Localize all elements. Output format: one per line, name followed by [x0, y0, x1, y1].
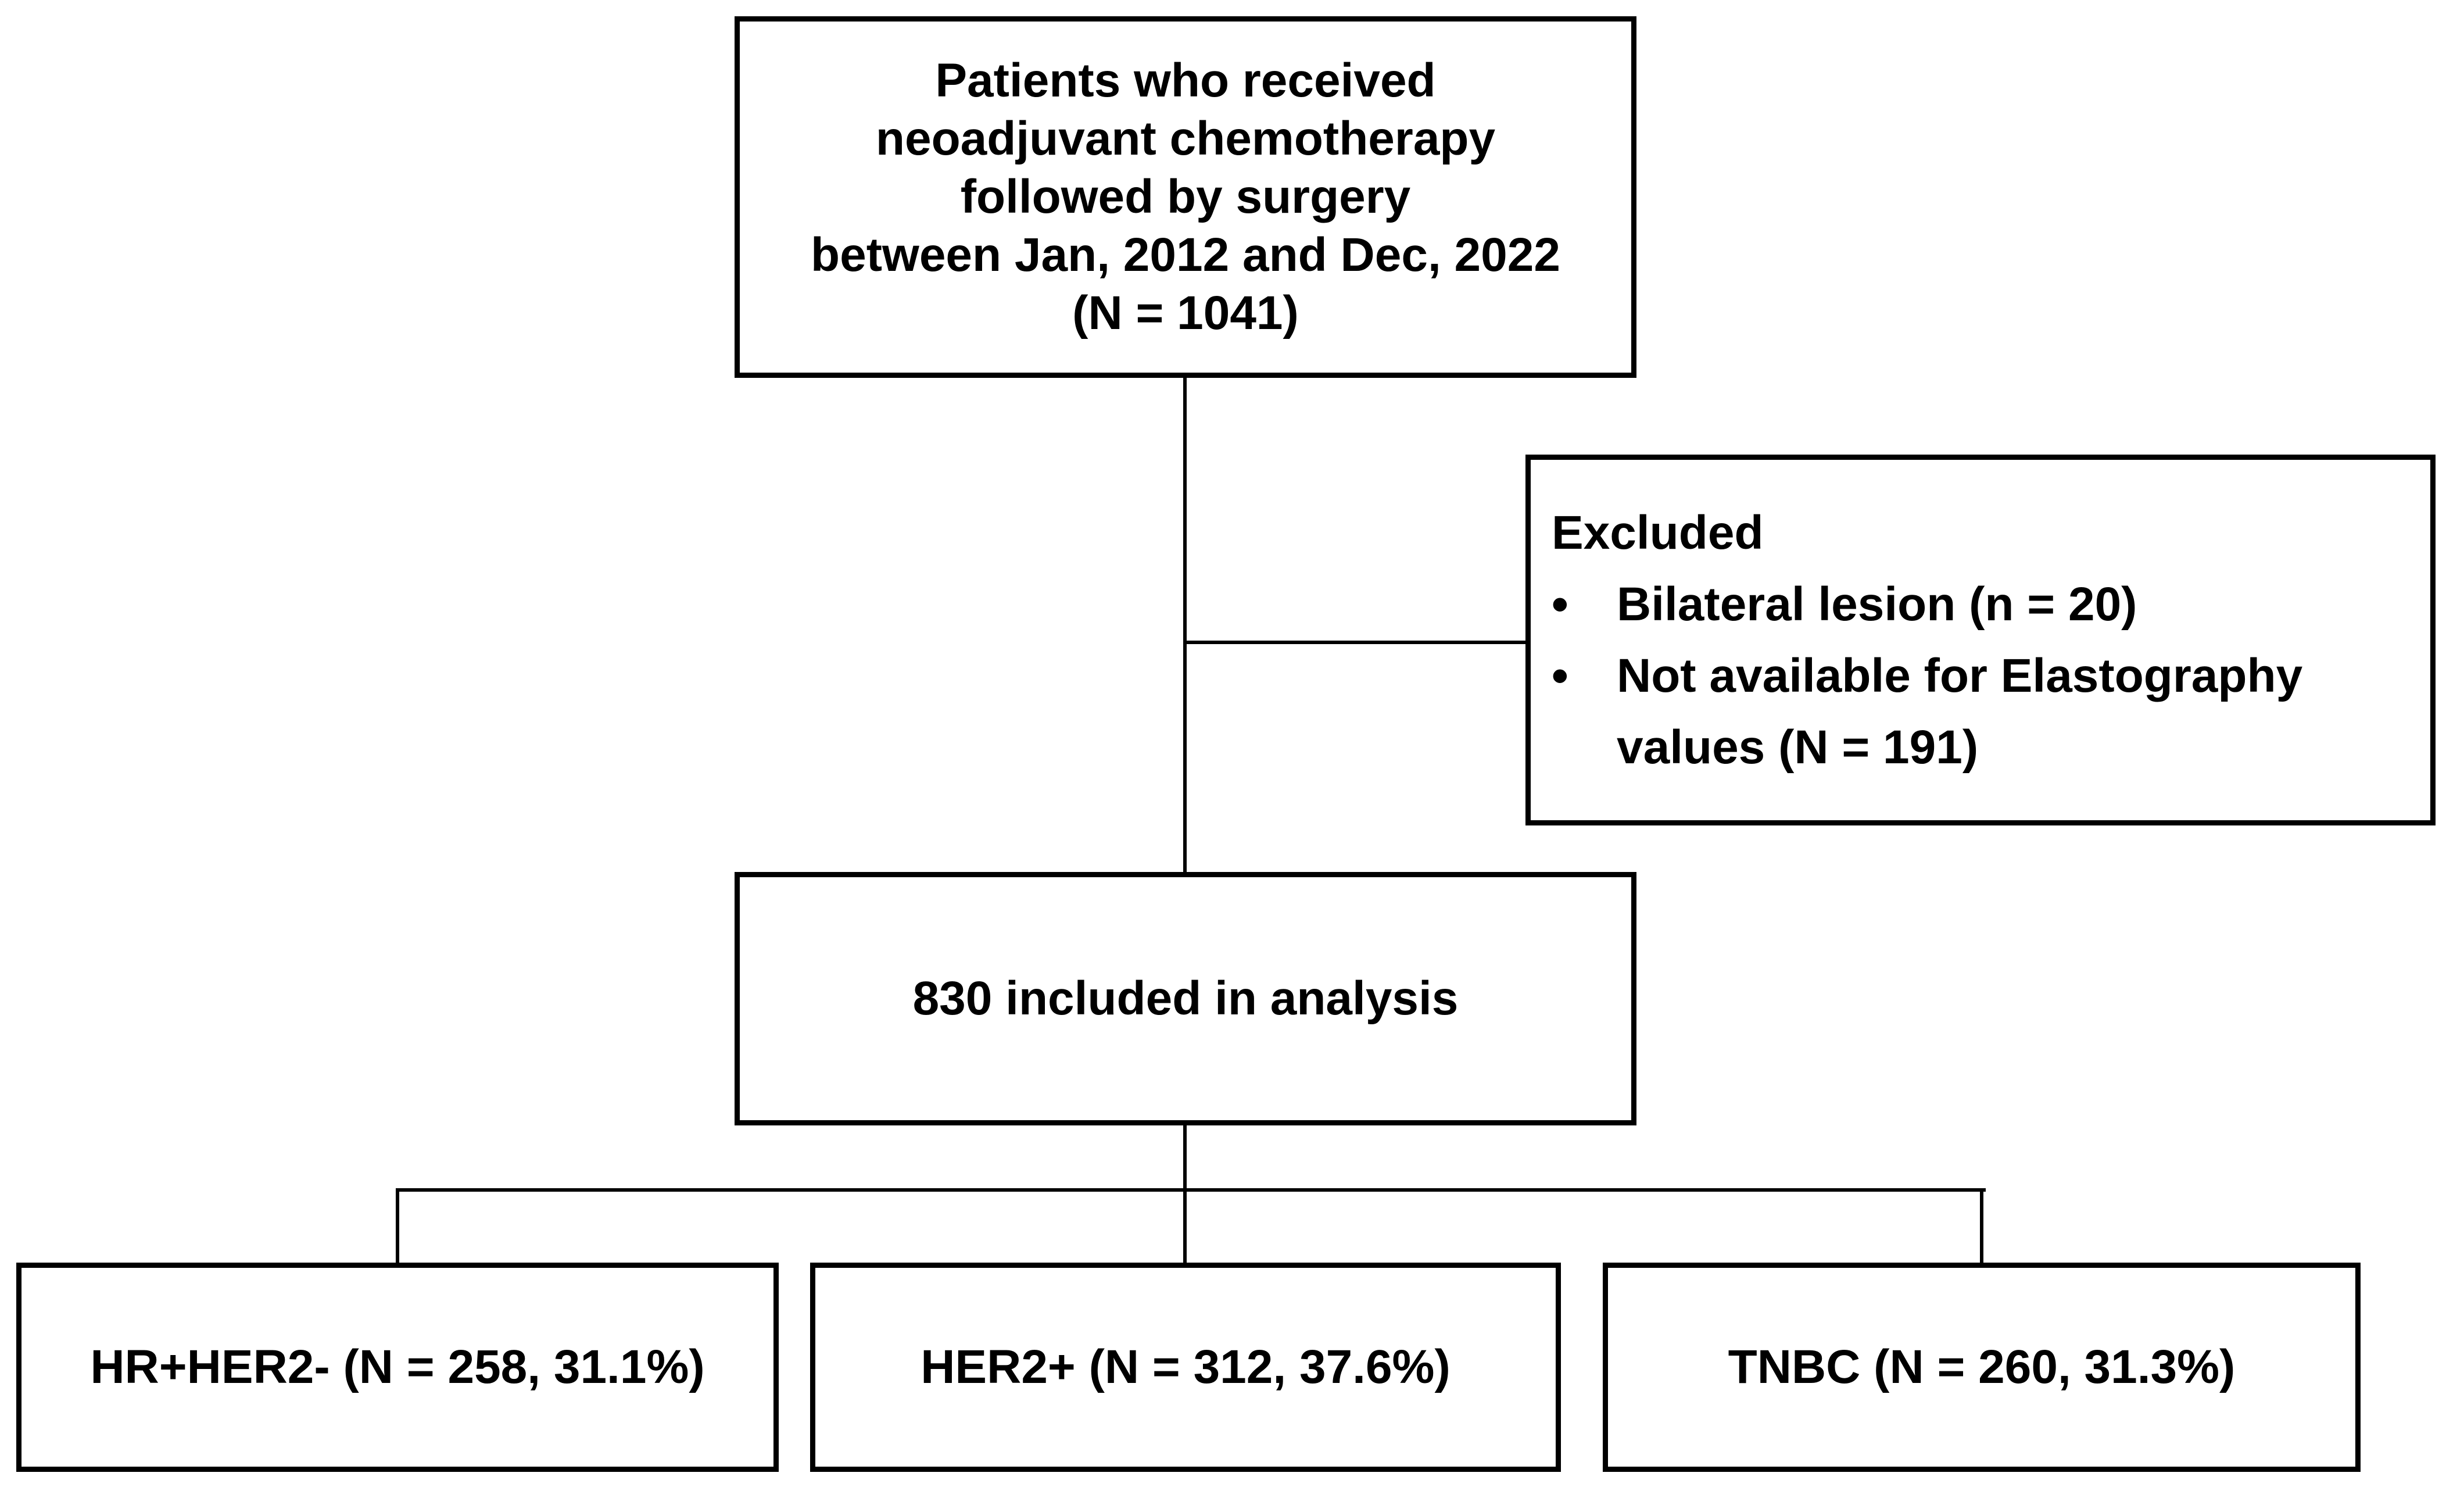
enrollment-box: Patients who received neoadjuvant chemot… [735, 16, 1636, 378]
excluded-box: Excluded • Bilateral lesion (n = 20) • N… [1525, 455, 2436, 825]
connector-enrollment-to-included [1183, 378, 1187, 872]
subtype-box-tnbc: TNBC (N = 260, 31.3%) [1603, 1263, 2361, 1472]
excluded-title: Excluded [1552, 506, 1764, 559]
subtype-tnbc-label: TNBC (N = 260, 31.3%) [1728, 1341, 2236, 1393]
enrollment-text: Patients who received neoadjuvant chemot… [811, 53, 1560, 340]
bullet-icon: • [1552, 649, 1568, 702]
subtype-her2pos-label: HER2+ (N = 312, 37.6%) [921, 1341, 1451, 1393]
excluded-item-bilateral-text: Bilateral lesion (n = 20) [1617, 578, 2137, 631]
connector-drop-hr-her2neg [396, 1188, 399, 1264]
subtype-box-her2pos: HER2+ (N = 312, 37.6%) [810, 1263, 1561, 1472]
excluded-item-bilateral: • Bilateral lesion (n = 20) [1552, 569, 2409, 640]
excluded-item-elastography-text: Not available for Elastography values (N… [1617, 649, 2303, 774]
connector-distributor [396, 1188, 1986, 1192]
connector-drop-tnbc [1980, 1188, 1983, 1264]
bullet-icon: • [1552, 578, 1568, 631]
excluded-item-elastography: • Not available for Elastography values … [1552, 640, 2409, 783]
included-text: 830 included in analysis [912, 972, 1459, 1025]
subtype-hr-her2neg-label: HR+HER2- (N = 258, 31.1%) [90, 1341, 705, 1393]
connector-included-to-split [1183, 1125, 1187, 1265]
subtype-box-hr-her2neg: HR+HER2- (N = 258, 31.1%) [16, 1263, 779, 1472]
included-box: 830 included in analysis [735, 872, 1636, 1125]
connector-to-excluded [1184, 641, 1531, 644]
